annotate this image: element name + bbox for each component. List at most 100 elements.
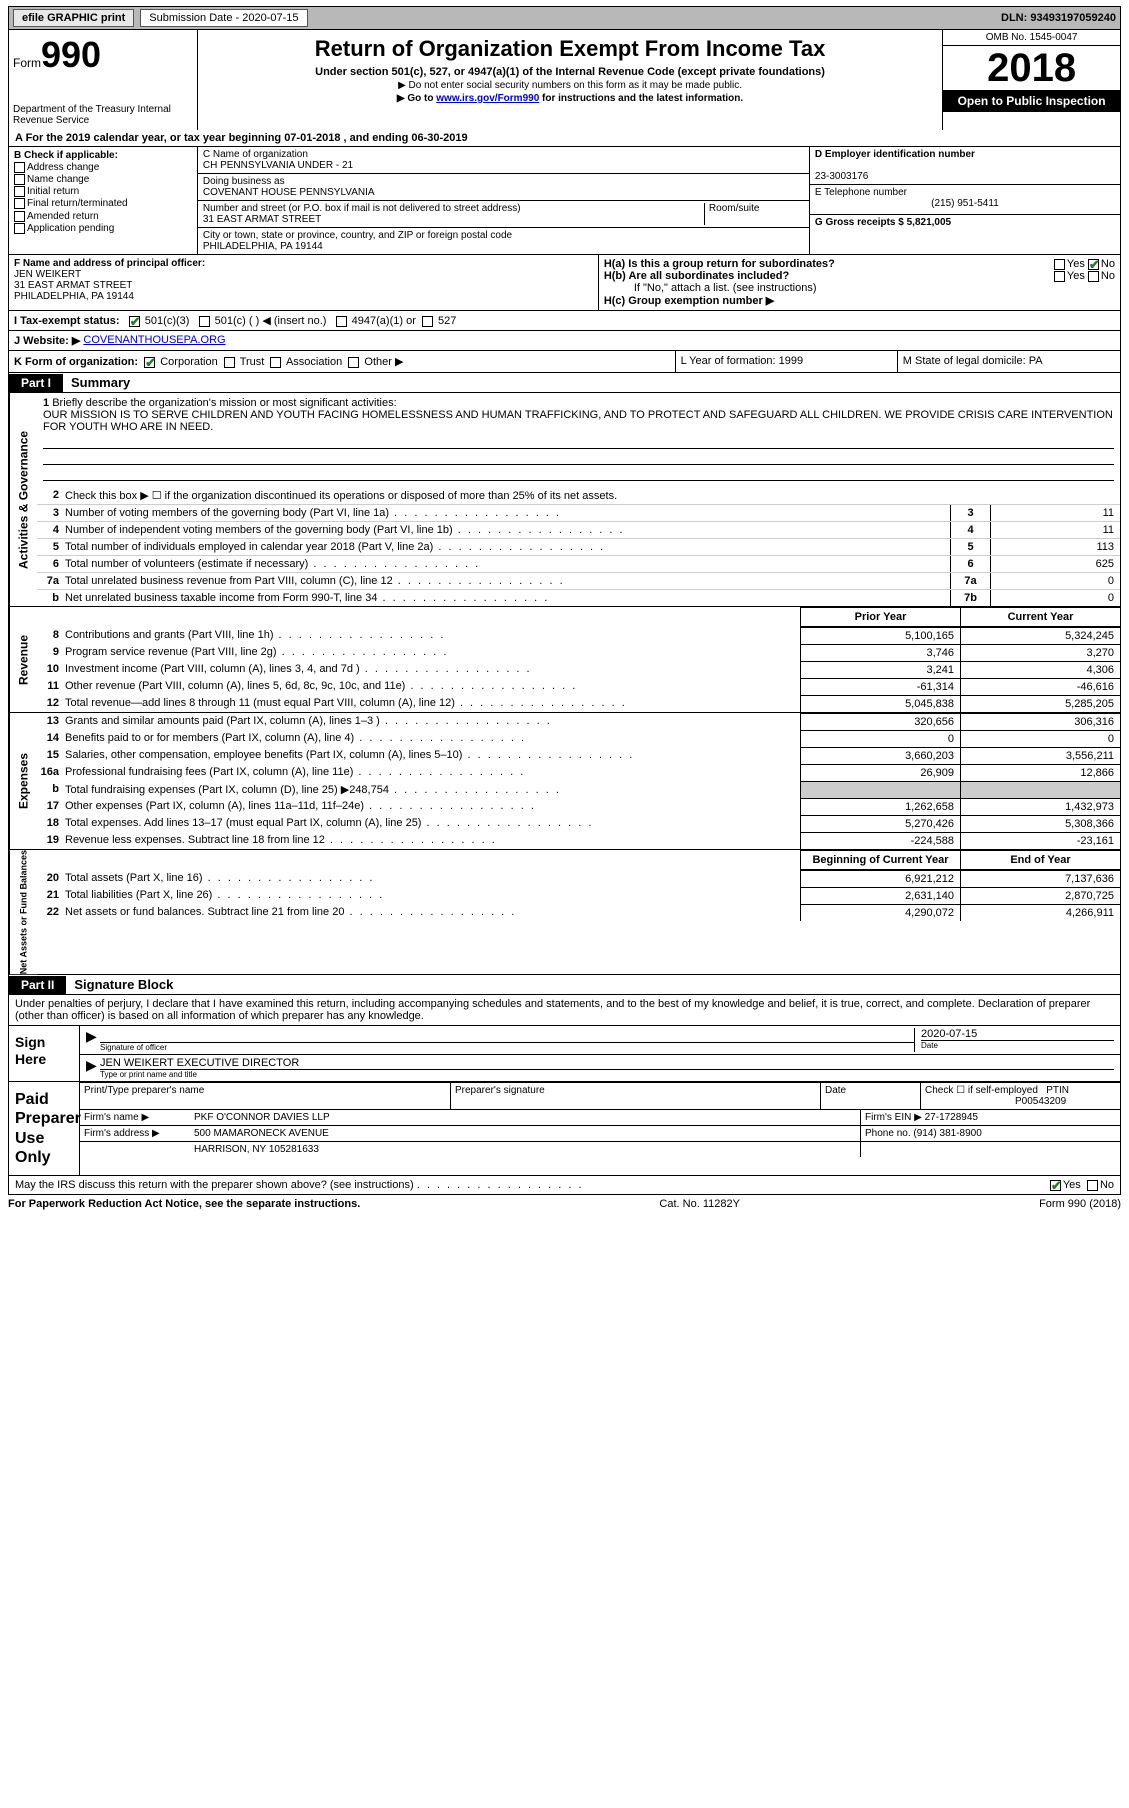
table-row: 17Other expenses (Part IX, column (A), l… [37, 798, 1120, 815]
dept-treasury: Department of the Treasury Internal Reve… [13, 104, 193, 126]
table-row: 6Total number of volunteers (estimate if… [37, 555, 1120, 572]
ha-label: H(a) Is this a group return for subordin… [604, 258, 835, 270]
table-row: 9Program service revenue (Part VIII, lin… [37, 644, 1120, 661]
officer-name-title: JEN WEIKERT EXECUTIVE DIRECTOR [100, 1057, 1114, 1069]
top-bar: efile GRAPHIC print Submission Date - 20… [8, 6, 1121, 30]
officer-addr1: 31 EAST ARMAT STREET [14, 280, 132, 291]
part-1-tag: Part I [9, 374, 63, 392]
section-i: I Tax-exempt status: 501(c)(3) 501(c) ( … [8, 311, 1121, 331]
website-link[interactable]: COVENANTHOUSEPA.ORG [83, 334, 225, 347]
table-row: bTotal fundraising expenses (Part IX, co… [37, 781, 1120, 798]
city-label: City or town, state or province, country… [203, 230, 804, 241]
table-row: 16aProfessional fundraising fees (Part I… [37, 764, 1120, 781]
line-1-label: Briefly describe the organization's miss… [52, 397, 396, 409]
sig-date-label: Date [921, 1040, 1114, 1050]
form-number: 990 [41, 34, 101, 75]
section-c: C Name of organization CH PENNSYLVANIA U… [198, 147, 809, 254]
chk-amended[interactable] [14, 211, 25, 222]
chk-corp[interactable] [144, 357, 155, 368]
phone: (914) 381-8900 [913, 1128, 981, 1139]
ha-yes[interactable] [1054, 259, 1065, 270]
i-label: I Tax-exempt status: [14, 315, 120, 327]
part-1-header: Part I Summary [8, 373, 1121, 393]
side-label-netassets: Net Assets or Fund Balances [9, 850, 37, 974]
hb-no[interactable] [1088, 271, 1099, 282]
chk-address-change[interactable] [14, 162, 25, 173]
table-row: 18Total expenses. Add lines 13–17 (must … [37, 815, 1120, 832]
discuss-no[interactable] [1087, 1180, 1098, 1191]
section-k: K Form of organization: Corporation Trus… [9, 351, 676, 372]
firm-addr2: HARRISON, NY 105281633 [190, 1142, 860, 1157]
tel-label: E Telephone number [815, 187, 907, 198]
table-row: 7aTotal unrelated business revenue from … [37, 572, 1120, 589]
firm-ein-label: Firm's EIN ▶ [865, 1112, 922, 1123]
subtitle: Under section 501(c), 527, or 4947(a)(1)… [204, 66, 936, 78]
prep-date-hdr: Date [820, 1082, 920, 1109]
omb-number: OMB No. 1545-0047 [943, 30, 1120, 46]
footer-mid: Cat. No. 11282Y [360, 1198, 1039, 1210]
chk-other[interactable] [348, 357, 359, 368]
discuss-question: May the IRS discuss this return with the… [15, 1179, 414, 1191]
dba: COVENANT HOUSE PENNSYLVANIA [203, 187, 804, 198]
end-year-header: End of Year [960, 850, 1120, 870]
section-l: L Year of formation: 1999 [676, 351, 898, 372]
tax-year: 2018 [943, 46, 1120, 90]
section-d: D Employer identification number 23-3003… [809, 147, 1120, 254]
note-goto-pre: ▶ Go to [397, 93, 436, 104]
chk-4947[interactable] [336, 316, 347, 327]
table-row: 11Other revenue (Part VIII, column (A), … [37, 678, 1120, 695]
side-label-expenses: Expenses [9, 713, 37, 849]
name-title-label: Type or print name and title [100, 1069, 1114, 1079]
j-label: J Website: ▶ [14, 334, 80, 347]
chk-501c[interactable] [199, 316, 210, 327]
chk-name-change[interactable] [14, 174, 25, 185]
table-row: 19Revenue less expenses. Subtract line 1… [37, 832, 1120, 849]
instructions-link[interactable]: www.irs.gov/Form990 [436, 93, 539, 104]
part-2-header: Part II Signature Block [8, 975, 1121, 995]
part-1-title: Summary [63, 373, 138, 392]
hb-note: If "No," attach a list. (see instruction… [604, 282, 1115, 294]
ptin-label: PTIN [1046, 1085, 1069, 1096]
chk-initial-return[interactable] [14, 186, 25, 197]
org-name: CH PENNSYLVANIA UNDER - 21 [203, 160, 804, 171]
part-2-title: Signature Block [66, 975, 181, 994]
ein-label: D Employer identification number [815, 149, 975, 160]
table-row: 14Benefits paid to or for members (Part … [37, 730, 1120, 747]
efile-print-button[interactable]: efile GRAPHIC print [13, 9, 134, 27]
firm-name: PKF O'CONNOR DAVIES LLP [190, 1110, 860, 1125]
chk-trust[interactable] [224, 357, 235, 368]
street-label: Number and street (or P.O. box if mail i… [203, 203, 704, 214]
form-word: Form [13, 56, 41, 70]
self-emp-check: Check ☐ if self-employed [925, 1085, 1038, 1096]
chk-assoc[interactable] [270, 357, 281, 368]
ptin: P00543209 [1015, 1096, 1066, 1107]
section-f: F Name and address of principal officer:… [9, 255, 598, 310]
chk-final-return[interactable] [14, 198, 25, 209]
table-row: 21Total liabilities (Part X, line 26)2,6… [37, 887, 1120, 904]
chk-501c3[interactable] [129, 316, 140, 327]
f-label: F Name and address of principal officer: [14, 258, 205, 269]
table-row: 15Salaries, other compensation, employee… [37, 747, 1120, 764]
arrow-icon: ▶ [86, 1057, 100, 1079]
prep-name-hdr: Print/Type preparer's name [80, 1082, 450, 1109]
officer-name: JEN WEIKERT [14, 269, 81, 280]
chk-527[interactable] [422, 316, 433, 327]
discuss-yes[interactable] [1050, 1180, 1061, 1191]
org-name-label: C Name of organization [203, 149, 804, 160]
paid-preparer-label: Paid Preparer Use Only [9, 1082, 79, 1175]
table-row: 20Total assets (Part X, line 16)6,921,21… [37, 870, 1120, 887]
part-2-tag: Part II [9, 976, 66, 994]
prep-sig-hdr: Preparer's signature [450, 1082, 820, 1109]
firm-addr: 500 MAMARONECK AVENUE [190, 1126, 860, 1141]
form-title: Return of Organization Exempt From Incom… [204, 36, 936, 62]
dln: DLN: 93493197059240 [1001, 12, 1116, 24]
section-h: H(a) Is this a group return for subordin… [598, 255, 1120, 310]
chk-app-pending[interactable] [14, 223, 25, 234]
submission-date: Submission Date - 2020-07-15 [140, 9, 307, 27]
sig-date: 2020-07-15 [921, 1028, 1114, 1040]
section-m: M State of legal domicile: PA [898, 351, 1120, 372]
dba-label: Doing business as [203, 176, 804, 187]
table-row: 2Check this box ▶ ☐ if the organization … [37, 487, 1120, 504]
hb-yes[interactable] [1054, 271, 1065, 282]
ha-no[interactable] [1088, 259, 1099, 270]
